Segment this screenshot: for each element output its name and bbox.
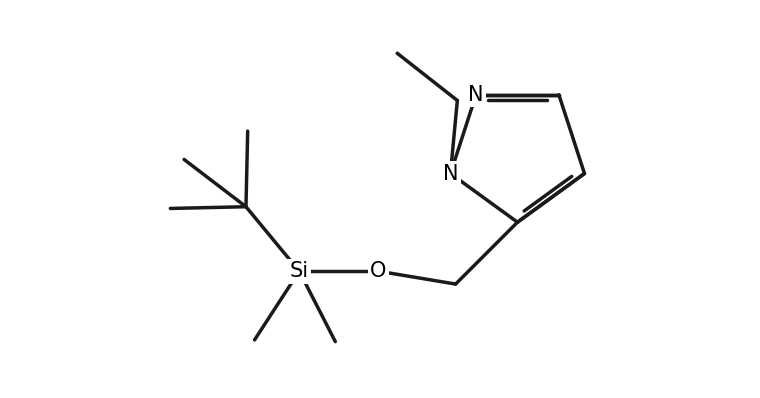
Text: Si: Si bbox=[290, 261, 309, 281]
Text: O: O bbox=[370, 261, 387, 281]
Text: N: N bbox=[468, 85, 484, 105]
Text: N: N bbox=[443, 164, 458, 183]
